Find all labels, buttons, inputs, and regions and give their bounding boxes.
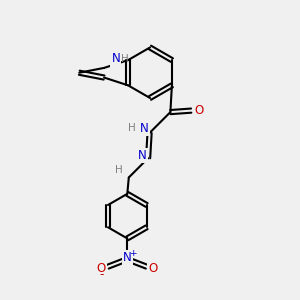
Text: H: H [128, 124, 136, 134]
Text: N: N [112, 52, 120, 65]
Text: O: O [194, 104, 203, 117]
Text: O: O [148, 262, 158, 275]
Text: +: + [129, 249, 136, 258]
Text: N: N [140, 122, 148, 135]
Text: O: O [97, 262, 106, 275]
Text: N: N [138, 149, 146, 162]
Text: -: - [99, 268, 104, 281]
Text: N: N [123, 251, 132, 264]
Text: H: H [121, 54, 129, 64]
Text: H: H [115, 165, 123, 175]
